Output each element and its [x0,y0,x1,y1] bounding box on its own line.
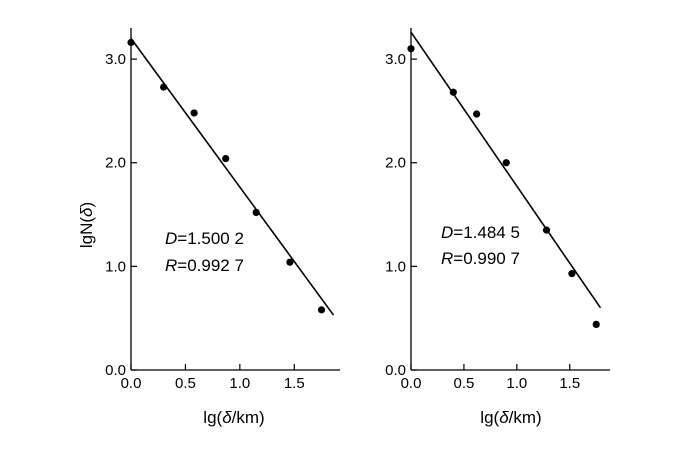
left-r-annotation: R=0.992 7 [165,256,244,275]
right-y-tick-label: 2.0 [385,155,406,172]
right-x-axis-label: lg(δ/km) [480,408,541,427]
right-y-tick-label: 3.0 [385,51,406,68]
right-fit-line [410,31,602,309]
left-data-point [317,306,326,314]
right-r-annotation: R=0.990 7 [441,249,520,268]
left-x-tick-label: 1.5 [284,375,305,392]
right-data-point [502,159,510,167]
right-chart-panel: lg(δ/km) D=1.484 5 R=0.990 7 0.0 1.0 2.0 3.… [385,28,610,427]
left-y-axis-label: lgN(δ) [77,202,96,248]
left-x-tick-label: 0.5 [175,375,196,392]
left-data-point [286,258,294,266]
right-data-point [407,45,415,53]
right-data-point [568,270,576,278]
left-data-point [160,83,168,91]
right-x-tick-label: 0.0 [401,375,422,392]
right-x-tick-label: 0.5 [453,375,474,392]
right-y-tick-label: 1.0 [385,258,406,275]
left-x-tick-label: 0.0 [121,375,142,392]
right-x-tick-label: 1.0 [506,375,527,392]
left-data-point [222,154,230,163]
left-x-tick-label: 1.0 [229,375,250,392]
left-data-point [190,109,198,117]
left-y-tick-label: 1.0 [105,258,126,275]
right-data-point [473,110,481,118]
right-data-point [542,226,551,234]
right-x-tick-label: 1.5 [559,375,580,392]
left-y-tick-label: 3.0 [105,51,126,68]
left-y-tick-label: 2.0 [105,155,126,172]
left-data-point [127,38,135,47]
left-y-tick-label: 0.0 [105,362,126,379]
right-data-point [592,320,600,328]
left-chart-panel: lgN(δ) lg(δ/km) D=1.500 2 R=0.992 7 0.0 1… [77,28,340,427]
left-data-point [252,208,260,217]
left-d-annotation: D=1.500 2 [165,229,244,248]
left-x-axis-label: lg(δ/km) [203,408,264,427]
right-d-annotation: D=1.484 5 [441,223,520,242]
right-data-point [449,88,457,96]
right-y-tick-label: 0.0 [385,362,406,379]
